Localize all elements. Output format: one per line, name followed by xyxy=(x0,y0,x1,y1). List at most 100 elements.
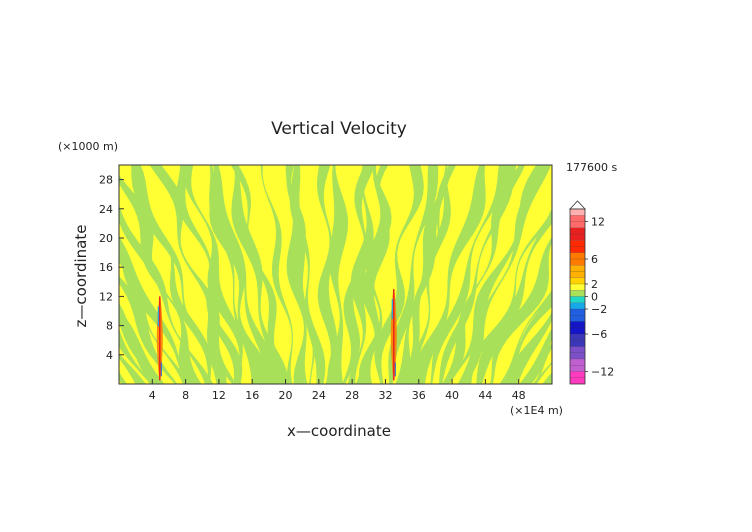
x-tick-label: 20 xyxy=(279,389,293,402)
x-tick-label: 8 xyxy=(182,389,189,402)
wave-stripe xyxy=(119,308,165,384)
wave-stripe xyxy=(347,165,374,384)
colorbar-band xyxy=(570,290,585,297)
wave-stripe xyxy=(182,165,243,384)
wave-stripe xyxy=(534,342,552,384)
y-tick-label: 16 xyxy=(99,261,113,274)
x-tick-label: 28 xyxy=(345,389,359,402)
wave-stripe xyxy=(119,353,146,384)
colorbar-tick-label: −12 xyxy=(591,366,614,379)
x-tick-label: 48 xyxy=(512,389,526,402)
wave-stripe xyxy=(388,165,439,384)
x-tick-label: 4 xyxy=(149,389,156,402)
plot-frame xyxy=(118,164,553,385)
colorbar-band xyxy=(570,284,585,291)
wave-stripe xyxy=(176,165,243,384)
wave-stripe xyxy=(119,327,153,384)
velocity-field xyxy=(0,158,752,392)
wave-stripe xyxy=(119,276,178,384)
y-tick-label: 4 xyxy=(106,349,113,362)
wave-stripe xyxy=(0,158,81,392)
wave-stripe xyxy=(358,165,392,384)
y-tick-label: 20 xyxy=(99,232,113,245)
wave-stripe xyxy=(447,165,548,384)
wave-stripe xyxy=(585,158,752,392)
y-tick-label: 12 xyxy=(99,290,113,303)
colorbar-tick-label: 0 xyxy=(591,291,598,304)
x-axis-label: x—coordinate xyxy=(287,422,391,440)
wave-stripe xyxy=(542,372,552,384)
wave-stripe xyxy=(532,361,552,384)
y-axis-ticks: 4 8 12 16 20 24 28 xyxy=(99,174,124,362)
time-label: 177600 s xyxy=(566,161,617,174)
colorbar-tick-label: −2 xyxy=(591,303,607,316)
wave-stripe xyxy=(209,165,259,384)
colorbar-band xyxy=(570,209,585,216)
wave-stripe xyxy=(212,165,278,384)
updraft-columns xyxy=(156,289,397,381)
x-tick-label: 16 xyxy=(245,389,259,402)
wave-stripe xyxy=(317,165,338,384)
wave-stripe xyxy=(411,165,486,384)
wave-stripe xyxy=(502,311,552,384)
colorbar-tick-label: 12 xyxy=(591,216,605,229)
wave-stripe xyxy=(355,165,390,384)
colorbar-tick-label: −6 xyxy=(591,328,607,341)
wave-stripe xyxy=(499,289,552,384)
wave-stripe xyxy=(285,165,308,384)
wave-stripe xyxy=(119,204,214,384)
wave-stripe xyxy=(286,165,316,384)
wave-stripe xyxy=(442,165,526,384)
wave-stripe xyxy=(395,165,453,384)
wave-stripe xyxy=(327,165,349,384)
colorbar-band xyxy=(570,296,585,303)
colorbar-tick-label: 2 xyxy=(591,278,598,291)
wave-stripes xyxy=(0,158,752,392)
wave-stripe xyxy=(230,165,291,384)
wave-stripe xyxy=(519,328,552,384)
x-tick-label: 44 xyxy=(478,389,492,402)
wave-stripe xyxy=(588,158,752,392)
wave-stripe xyxy=(289,165,326,384)
wave-stripe xyxy=(490,236,552,384)
wave-stripe xyxy=(260,165,293,384)
x-tick-label: 40 xyxy=(445,389,459,402)
y-axis-label: z—coordinate xyxy=(72,225,90,328)
y-tick-label: 8 xyxy=(106,320,113,333)
x-tick-label: 32 xyxy=(378,389,392,402)
wave-stripe xyxy=(566,158,742,392)
wave-stripe xyxy=(0,158,122,392)
wave-stripe xyxy=(0,158,119,392)
wave-stripe xyxy=(476,207,552,384)
wave-stripe xyxy=(466,209,552,384)
x-axis-ticks: 4 8 12 16 20 24 28 32 36 40 44 48 xyxy=(149,379,526,402)
wave-stripe xyxy=(149,165,237,384)
wave-stripe xyxy=(209,165,273,384)
wave-stripe xyxy=(430,165,509,384)
wave-stripe xyxy=(137,165,227,384)
colorbar: 12 6 20−2 −6 −12 xyxy=(569,200,614,385)
wave-stripe xyxy=(119,302,159,384)
wave-stripe xyxy=(119,236,188,384)
wave-stripe xyxy=(119,371,127,384)
chart-title: Vertical Velocity xyxy=(271,119,407,139)
colorbar-ticks: 12 6 20−2 −6 −12 xyxy=(585,216,614,379)
colorbar-band xyxy=(570,302,585,309)
colorbar-bands xyxy=(570,209,585,384)
colorbar-overflow-cap xyxy=(569,200,586,210)
x-tick-label: 36 xyxy=(412,389,426,402)
wave-stripe xyxy=(119,174,202,384)
x-unit-label: (×1E4 m) xyxy=(510,404,563,417)
x-tick-label: 24 xyxy=(312,389,326,402)
y-unit-label: (×1000 m) xyxy=(58,140,118,153)
y-tick-label: 24 xyxy=(99,203,113,216)
x-tick-label: 12 xyxy=(212,389,226,402)
wave-stripe xyxy=(405,165,451,384)
colorbar-tick-label: 6 xyxy=(591,253,598,266)
y-tick-label: 28 xyxy=(99,174,113,187)
wave-stripe xyxy=(374,165,424,384)
wave-stripe xyxy=(457,165,552,384)
wave-stripe xyxy=(564,158,744,392)
colorbar-band xyxy=(570,277,585,284)
